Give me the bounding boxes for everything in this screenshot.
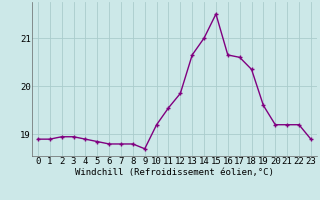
X-axis label: Windchill (Refroidissement éolien,°C): Windchill (Refroidissement éolien,°C) [75,168,274,177]
